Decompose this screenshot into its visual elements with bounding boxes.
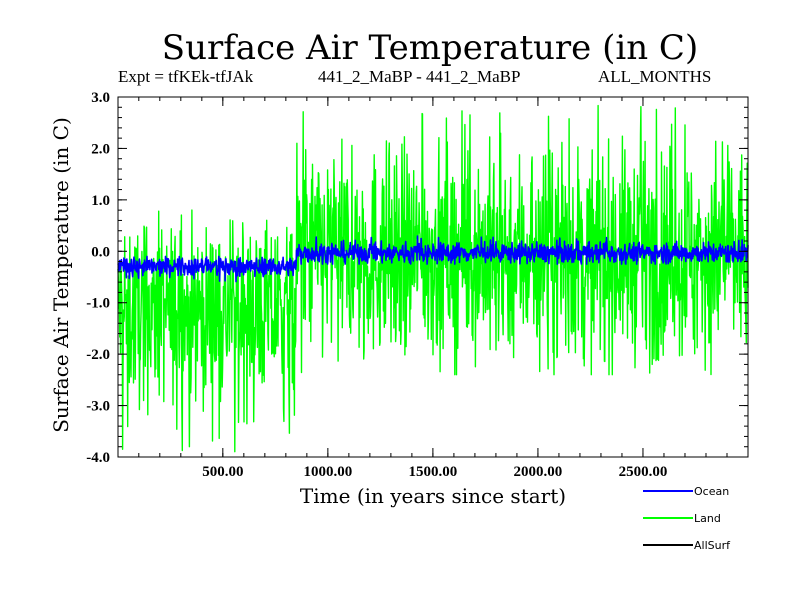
y-tick-label: 2.0 [91, 141, 110, 157]
x-tick-label: 1500.00 [409, 464, 458, 480]
y-tick-label: 3.0 [91, 90, 110, 106]
y-tick-label: 1.0 [91, 193, 110, 209]
y-tick-label: -2.0 [86, 347, 110, 363]
series-line-land [117, 104, 749, 453]
y-tick-label: -1.0 [86, 296, 110, 312]
months-label: ALL_MONTHS [598, 67, 712, 86]
x-tick-label: 2000.00 [514, 464, 563, 480]
x-tick-label: 2500.00 [619, 464, 668, 480]
x-tick-label: 1000.00 [303, 464, 352, 480]
axis-layer: 3.0 2.0 1.0 0.0 -1.0 -2.0 -3.0 -4.0 500.00 1000.0… [86, 90, 749, 480]
legend-label-allsurf: AllSurf [694, 539, 731, 552]
period-label: 441_2_MaBP - 441_2_MaBP [318, 67, 521, 86]
experiment-label: Expt = tfKEk-tfJAk [118, 67, 254, 86]
y-tick-label: -3.0 [86, 399, 110, 415]
y-axis-title: Surface Air Temperature (in C) [49, 117, 73, 433]
y-tick-label: 0.0 [91, 244, 110, 260]
series-line-ocean [117, 235, 749, 283]
x-axis-title: Time (in years since start) [300, 484, 566, 508]
y-tick-label: -4.0 [86, 450, 110, 466]
legend-label-land: Land [694, 512, 721, 525]
legend: Ocean Land AllSurf [643, 485, 731, 552]
legend-label-ocean: Ocean [694, 485, 729, 498]
x-tick-label: 500.00 [202, 464, 243, 480]
chart-title: Surface Air Temperature (in C) [161, 28, 699, 68]
plot-layer [117, 104, 749, 453]
